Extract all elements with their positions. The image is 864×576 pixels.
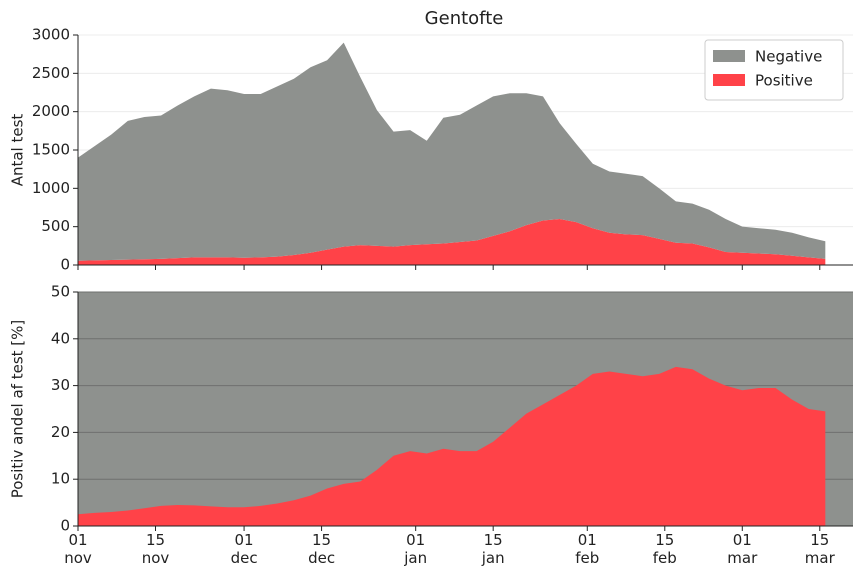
x-tick-label: 15 nov [141, 531, 170, 567]
y-tick-label: 1500 [32, 141, 70, 159]
y-axis-label: Antal test [9, 114, 27, 187]
area [78, 366, 826, 526]
x-tick-label: 01 dec [230, 531, 258, 567]
y-tick-label: 30 [51, 376, 70, 394]
y-tick-label: 2500 [32, 64, 70, 82]
y-tick-label: 1000 [32, 179, 70, 197]
x-tick-label: 01 nov [64, 531, 92, 567]
y-tick-label: 10 [51, 470, 70, 488]
y-tick-label: 2000 [32, 102, 70, 120]
legend-swatch [713, 74, 745, 86]
x-tick-label: 01 jan [404, 531, 428, 567]
area [78, 42, 826, 261]
y-tick-label: 3000 [32, 26, 70, 44]
legend-label: Positive [755, 72, 813, 90]
x-tick-label: 15 mar [804, 531, 835, 567]
x-tick-label: 01 mar [727, 531, 758, 567]
legend-label: Negative [755, 48, 822, 66]
x-tick-label: 15 feb [652, 531, 677, 567]
y-tick-label: 40 [51, 329, 70, 347]
y-tick-label: 20 [51, 423, 70, 441]
legend-swatch [713, 50, 745, 62]
y-axis-label: Positiv andel af test [%] [9, 320, 27, 499]
x-tick-label: 15 dec [308, 531, 336, 567]
y-tick-label: 500 [41, 217, 70, 235]
chart-title: Gentofte [425, 8, 504, 29]
area [78, 219, 826, 265]
y-tick-label: 50 [51, 283, 70, 301]
x-tick-label: 15 jan [481, 531, 505, 567]
y-tick-label: 0 [60, 256, 70, 274]
x-tick-label: 01 feb [575, 531, 600, 567]
y-tick-label: 0 [60, 517, 70, 535]
